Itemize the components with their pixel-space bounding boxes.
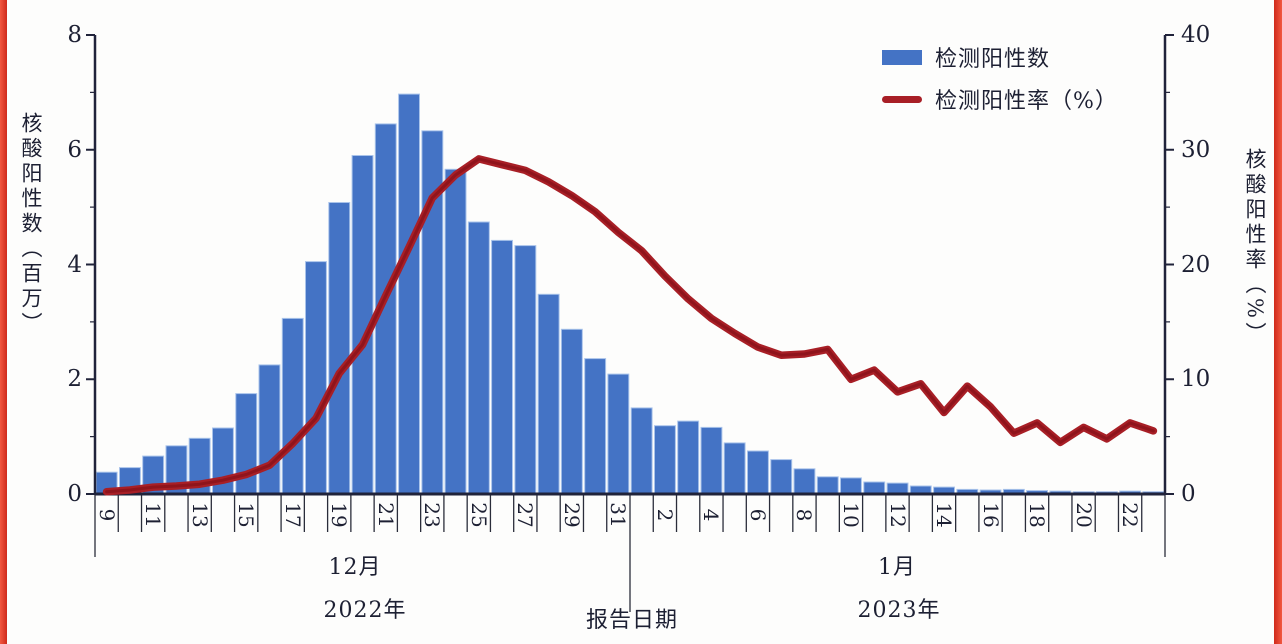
- x-axis-day-label: 25: [466, 502, 491, 528]
- bar: [421, 130, 444, 495]
- bar: [840, 477, 862, 495]
- x-axis-day-label: 10: [838, 502, 863, 528]
- right-axis-title: 核酸阳性率（%）: [1243, 148, 1267, 347]
- legend-label-positive-rate: 检测阳性率（%）: [935, 89, 1118, 114]
- x-axis-day-label: 29: [559, 502, 584, 528]
- bar: [816, 476, 839, 495]
- month-label-january: 1月: [878, 555, 916, 580]
- positive-rate-line-core: [105, 157, 1155, 494]
- photo-edge-right: [1274, 0, 1282, 644]
- line-series-swatch: [882, 95, 922, 103]
- x-axis-day-label: 21: [373, 502, 398, 528]
- x-axis-day-label: 16: [978, 502, 1003, 528]
- legend: 检测阳性数 检测阳性率（%）: [882, 36, 1118, 120]
- x-axis-day-label: 11: [141, 502, 166, 528]
- bar: [654, 425, 676, 495]
- right-axis-tick-label: 40: [1181, 22, 1211, 48]
- bar: [281, 317, 304, 495]
- x-axis-day-label: 12: [885, 502, 910, 528]
- bar: [863, 481, 886, 495]
- x-axis-day-label: 23: [420, 502, 445, 528]
- bar: [770, 459, 793, 495]
- x-axis-day-label: 14: [932, 502, 957, 528]
- x-axis-day-label: 18: [1025, 502, 1050, 528]
- right-axis-tick-label: 10: [1181, 366, 1211, 393]
- right-axis-tick-label: 0: [1181, 481, 1196, 507]
- x-axis-day-label: 19: [327, 502, 352, 528]
- bar: [491, 239, 514, 495]
- bar: [328, 202, 351, 495]
- left-axis-tick-label: 6: [67, 136, 82, 163]
- x-axis-day-label: 13: [187, 502, 212, 528]
- x-axis-day-label: 17: [280, 502, 305, 528]
- year-label-2022: 2022年: [323, 598, 407, 623]
- bar: [258, 364, 281, 495]
- x-axis-day-label: 2: [652, 508, 677, 522]
- bar-series-swatch: [882, 49, 922, 65]
- x-axis-day-label: 15: [234, 502, 259, 528]
- bar: [560, 328, 583, 495]
- bar: [723, 442, 746, 495]
- bar: [398, 93, 421, 495]
- bar: [444, 168, 467, 495]
- month-label-december: 12月: [328, 555, 382, 580]
- photo-edge-left: [0, 0, 7, 644]
- x-axis-day-label: 20: [1071, 502, 1096, 528]
- x-axis-day-label: 6: [745, 508, 770, 522]
- x-axis-day-label: 31: [606, 502, 631, 528]
- left-axis-tick-label: 2: [67, 366, 82, 393]
- bar: [584, 358, 607, 495]
- year-label-2023: 2023年: [857, 598, 941, 623]
- x-axis-day-label: 9: [94, 508, 119, 522]
- bar: [514, 245, 537, 495]
- bar: [537, 293, 560, 495]
- x-axis-title: 报告日期: [585, 608, 678, 633]
- bar: [305, 261, 327, 495]
- right-axis-tick-label: 20: [1181, 251, 1211, 278]
- legend-item-positive-count: 检测阳性数: [882, 36, 1118, 78]
- x-axis-day-label: 8: [792, 508, 817, 522]
- bar: [747, 450, 769, 495]
- bar: [700, 426, 723, 495]
- x-axis-day-label: 22: [1118, 502, 1143, 528]
- bar: [607, 373, 630, 495]
- bar: [886, 482, 909, 495]
- legend-item-positive-rate: 检测阳性率（%）: [882, 78, 1118, 120]
- left-axis-tick-label: 4: [67, 251, 82, 278]
- left-axis-tick-label: 0: [67, 481, 82, 507]
- x-axis-day-label: 27: [513, 502, 538, 528]
- bar: [793, 468, 816, 495]
- bar: [467, 221, 490, 495]
- right-axis-tick-label: 30: [1181, 136, 1211, 163]
- x-axis-day-label: 4: [699, 508, 724, 522]
- legend-label-positive-count: 检测阳性数: [935, 47, 1051, 72]
- bar: [630, 407, 653, 495]
- left-axis-title: 核酸阳性数（百万）: [19, 112, 43, 337]
- bar: [677, 420, 700, 495]
- left-axis-tick-label: 8: [67, 22, 82, 48]
